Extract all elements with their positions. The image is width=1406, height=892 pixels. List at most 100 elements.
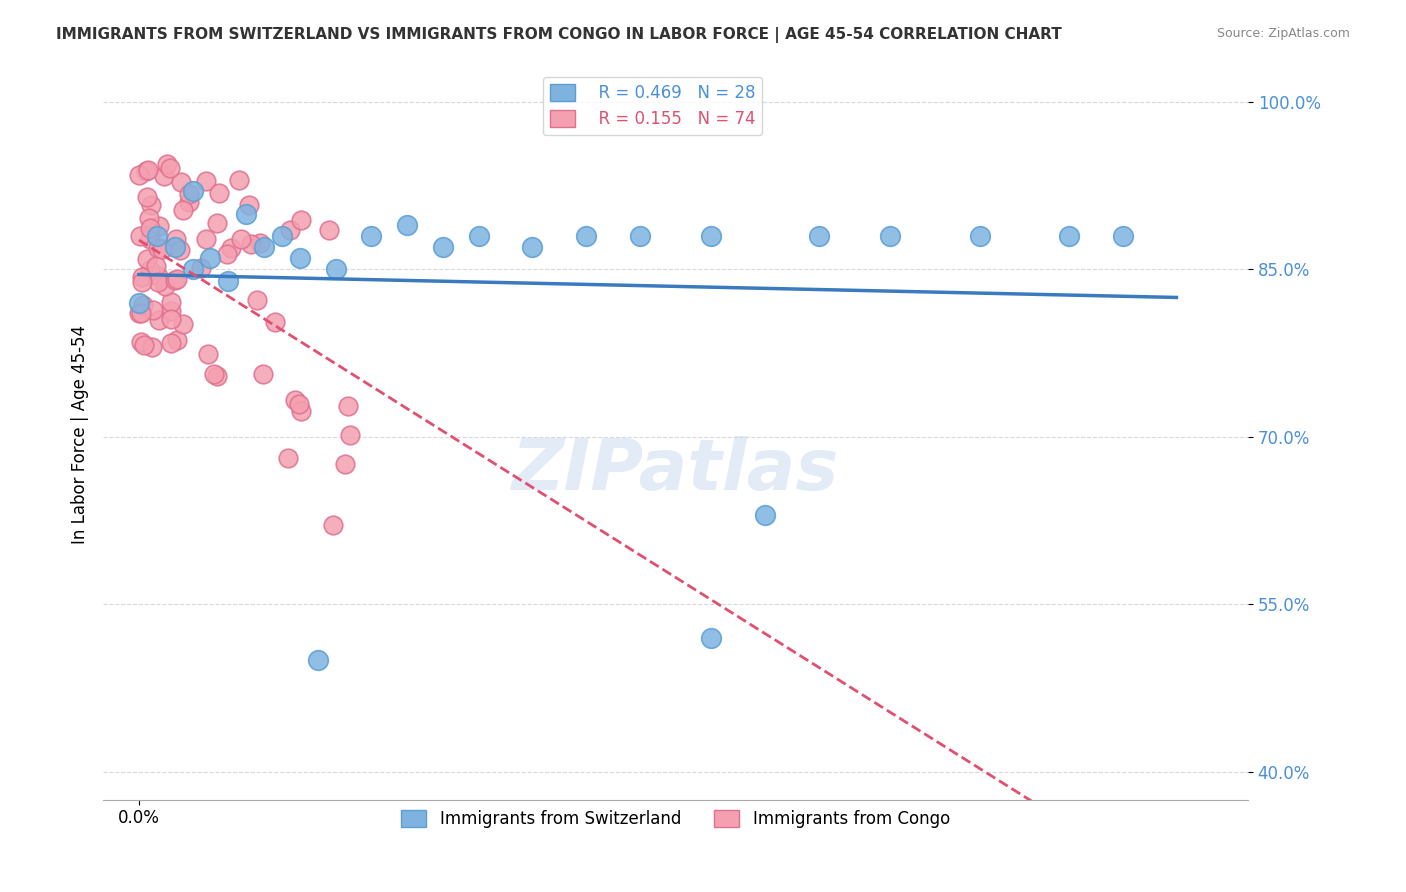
Immigrants from Congo	[290, 403, 312, 417]
Immigrants from Switzerland	[200, 252, 222, 266]
Immigrants from Switzerland	[181, 184, 204, 198]
Immigrants from Switzerland	[807, 228, 830, 243]
Immigrants from Congo	[246, 293, 269, 307]
Immigrants from Congo	[179, 186, 201, 201]
Immigrants from Congo	[202, 368, 225, 382]
Immigrants from Congo	[278, 222, 301, 236]
Immigrants from Congo	[160, 304, 183, 318]
Immigrants from Congo	[131, 275, 153, 289]
Immigrants from Congo	[136, 163, 159, 178]
Immigrants from Congo	[172, 202, 194, 217]
Immigrants from Switzerland	[396, 218, 419, 232]
Immigrants from Congo	[141, 198, 163, 212]
Immigrants from Congo	[146, 275, 169, 289]
Immigrants from Congo	[148, 269, 170, 284]
Immigrants from Congo	[252, 367, 274, 381]
Immigrants from Switzerland	[700, 631, 723, 645]
Immigrants from Congo	[128, 168, 150, 182]
Immigrants from Congo	[129, 334, 152, 349]
Immigrants from Congo	[207, 216, 229, 230]
Immigrants from Switzerland	[271, 228, 294, 243]
Immigrants from Congo	[277, 450, 299, 465]
Immigrants from Switzerland	[575, 228, 598, 243]
Immigrants from Congo	[132, 297, 155, 311]
Immigrants from Switzerland	[1112, 228, 1135, 243]
Immigrants from Congo	[166, 271, 188, 285]
Immigrants from Switzerland	[522, 240, 544, 254]
Immigrants from Congo	[249, 235, 271, 250]
Immigrants from Congo	[150, 242, 173, 256]
Legend: Immigrants from Switzerland, Immigrants from Congo: Immigrants from Switzerland, Immigrants …	[395, 804, 956, 835]
Immigrants from Switzerland	[163, 240, 186, 254]
Immigrants from Congo	[339, 427, 361, 442]
Immigrants from Congo	[138, 211, 160, 225]
Immigrants from Switzerland	[181, 262, 204, 277]
Immigrants from Congo	[194, 232, 217, 246]
Immigrants from Congo	[208, 186, 231, 200]
Immigrants from Congo	[142, 302, 165, 317]
Immigrants from Switzerland	[235, 206, 257, 220]
Immigrants from Congo	[228, 173, 250, 187]
Immigrants from Congo	[177, 195, 200, 210]
Immigrants from Switzerland	[325, 262, 347, 277]
Immigrants from Congo	[138, 221, 160, 235]
Text: ZIPatlas: ZIPatlas	[512, 436, 839, 505]
Immigrants from Congo	[148, 219, 170, 233]
Immigrants from Congo	[160, 311, 183, 326]
Immigrants from Congo	[159, 161, 181, 175]
Immigrants from Congo	[337, 399, 360, 413]
Immigrants from Switzerland	[307, 653, 329, 667]
Immigrants from Congo	[240, 236, 263, 251]
Immigrants from Switzerland	[288, 252, 311, 266]
Immigrants from Congo	[219, 241, 242, 255]
Immigrants from Congo	[197, 347, 219, 361]
Immigrants from Congo	[165, 273, 187, 287]
Immigrants from Switzerland	[628, 228, 651, 243]
Immigrants from Switzerland	[879, 228, 901, 243]
Immigrants from Congo	[169, 243, 191, 257]
Immigrants from Congo	[166, 334, 188, 348]
Immigrants from Congo	[333, 458, 356, 472]
Immigrants from Congo	[318, 223, 340, 237]
Immigrants from Congo	[131, 269, 153, 284]
Y-axis label: In Labor Force | Age 45-54: In Labor Force | Age 45-54	[72, 325, 89, 543]
Immigrants from Congo	[322, 518, 344, 533]
Immigrants from Congo	[159, 335, 181, 350]
Immigrants from Congo	[146, 241, 169, 255]
Immigrants from Congo	[160, 295, 183, 310]
Immigrants from Congo	[136, 190, 159, 204]
Immigrants from Switzerland	[432, 240, 454, 254]
Immigrants from Congo	[284, 392, 307, 407]
Immigrants from Switzerland	[1057, 228, 1080, 243]
Immigrants from Switzerland	[969, 228, 991, 243]
Immigrants from Congo	[128, 306, 150, 320]
Immigrants from Switzerland	[217, 274, 239, 288]
Immigrants from Switzerland	[253, 240, 276, 254]
Immigrants from Congo	[229, 232, 252, 246]
Immigrants from Switzerland	[128, 296, 150, 310]
Immigrants from Congo	[135, 252, 157, 266]
Immigrants from Congo	[238, 197, 260, 211]
Immigrants from Congo	[139, 262, 162, 277]
Immigrants from Congo	[145, 260, 167, 274]
Text: IMMIGRANTS FROM SWITZERLAND VS IMMIGRANTS FROM CONGO IN LABOR FORCE | AGE 45-54 : IMMIGRANTS FROM SWITZERLAND VS IMMIGRANT…	[56, 27, 1062, 43]
Immigrants from Congo	[153, 169, 176, 183]
Immigrants from Congo	[263, 315, 285, 329]
Immigrants from Congo	[288, 397, 311, 411]
Immigrants from Congo	[165, 232, 187, 246]
Immigrants from Congo	[141, 340, 163, 354]
Immigrants from Congo	[132, 338, 155, 352]
Immigrants from Congo	[205, 368, 228, 383]
Immigrants from Congo	[290, 213, 312, 227]
Immigrants from Switzerland	[360, 228, 382, 243]
Immigrants from Congo	[135, 164, 157, 178]
Immigrants from Congo	[190, 261, 212, 276]
Immigrants from Congo	[170, 175, 193, 189]
Immigrants from Congo	[138, 232, 160, 246]
Text: Source: ZipAtlas.com: Source: ZipAtlas.com	[1216, 27, 1350, 40]
Immigrants from Switzerland	[468, 228, 491, 243]
Immigrants from Congo	[155, 279, 177, 293]
Immigrants from Congo	[217, 247, 239, 261]
Immigrants from Congo	[131, 306, 153, 320]
Immigrants from Switzerland	[700, 228, 723, 243]
